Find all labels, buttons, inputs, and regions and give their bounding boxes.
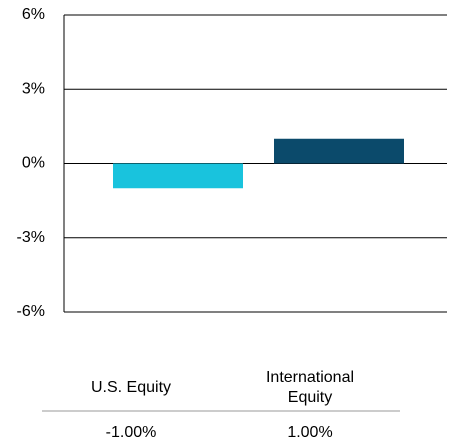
- bar: [113, 163, 243, 189]
- y-tick-label: 0%: [22, 155, 45, 172]
- y-tick-label: 3%: [22, 80, 45, 97]
- value-label: -1.00%: [105, 424, 157, 441]
- value-label: 1.00%: [287, 424, 333, 441]
- y-tick-label: 6%: [22, 6, 45, 23]
- category-label: International Equity: [265, 369, 355, 406]
- category-label: U.S. Equity: [90, 379, 172, 396]
- y-tick-label: -3%: [17, 229, 45, 246]
- y-tick-label: -6%: [17, 303, 45, 320]
- bar: [274, 138, 404, 164]
